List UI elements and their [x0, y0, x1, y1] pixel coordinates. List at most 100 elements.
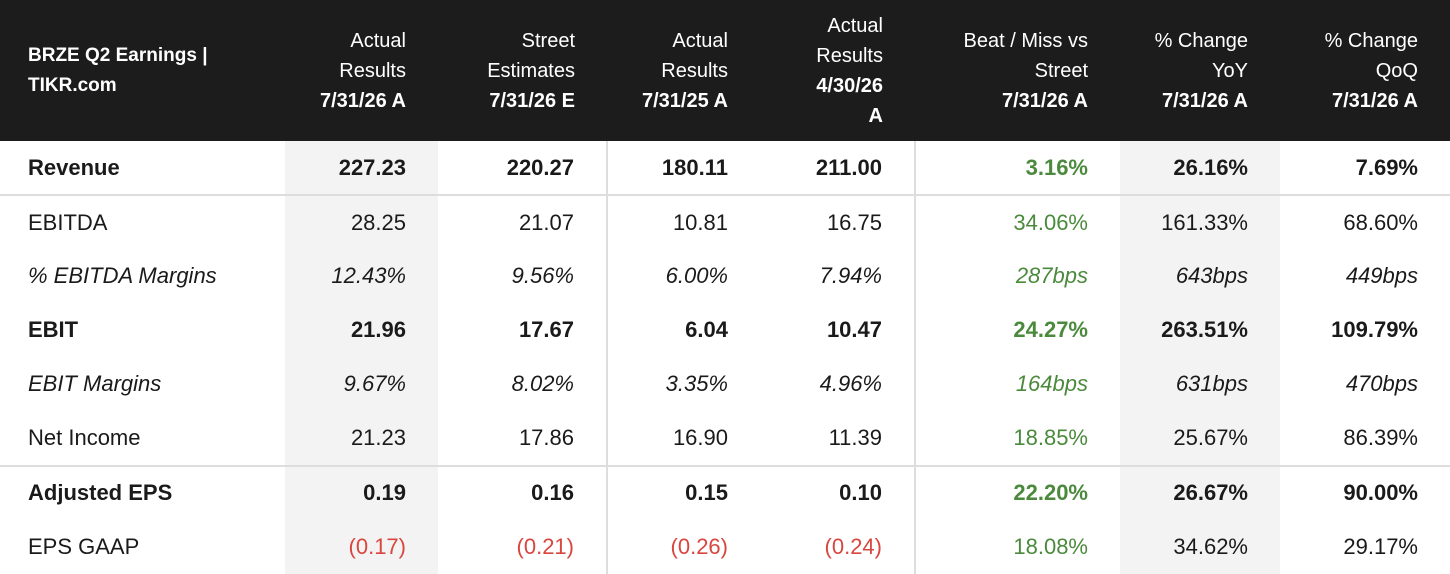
table-row: % EBITDA Margins 12.43% 9.56% 6.00% 7.94% 287… [0, 249, 1450, 304]
cell: 25.67% [1120, 411, 1280, 467]
cell: 9.67% [285, 357, 438, 412]
header-line: Estimates [487, 59, 575, 82]
cell: 90.00% [1343, 480, 1418, 506]
header-line: QoQ [1375, 59, 1418, 82]
table-body: Revenue 227.23 220.27 180.11 211.00 3.16% 26.1… [0, 141, 1450, 574]
cell: 449bps [1345, 263, 1418, 289]
row-label: EBIT [28, 317, 79, 343]
column-header: % Change YoY 7/31/26 A [1120, 0, 1280, 141]
cell: (0.21) [516, 533, 574, 559]
column-header: Actual Results 4/30/26 A [760, 0, 915, 141]
table-row: EPS GAAP (0.17) (0.21) (0.26) (0.24) 18.08% 34… [0, 519, 1450, 574]
row-label: EPS GAAP [28, 533, 140, 559]
cell: 109.79% [1331, 317, 1418, 343]
header-line: Street [1034, 59, 1088, 82]
cell: 68.60% [1343, 209, 1418, 235]
cell: 17.86 [438, 411, 607, 467]
column-header: Actual Results 7/31/26 A [285, 0, 438, 141]
table-row: EBITDA 28.25 21.07 10.81 16.75 34.06% 161.33% 6… [0, 195, 1450, 250]
header-line: 7/31/26 A [1332, 89, 1418, 112]
cell: 7.94% [819, 263, 882, 289]
header-line: A [868, 104, 883, 127]
cell: 7.69% [1280, 141, 1450, 197]
cell: 10.81 [606, 195, 760, 250]
cell: 6.04 [606, 303, 760, 358]
row-label: % EBITDA Margins [28, 263, 217, 289]
cell: 9.56% [511, 263, 574, 289]
cell: 21.96 [285, 303, 438, 358]
cell: 21.07 [518, 209, 574, 235]
cell: 26.16% [1120, 141, 1280, 197]
cell: 0.16 [531, 480, 574, 506]
row-label: Net Income [0, 411, 285, 467]
cell: 29.17% [1343, 533, 1418, 559]
header-line: 4/30/26 [816, 74, 883, 97]
header-line: Actual [827, 14, 883, 37]
cell: 4.96% [819, 371, 882, 397]
row-label: Revenue [0, 141, 285, 197]
cell: 0.10 [839, 480, 882, 506]
column-header: Actual Results 7/31/25 A [607, 0, 760, 141]
table-row: Adjusted EPS 0.19 0.16 0.15 0.10 22.20% 26.67%… [0, 465, 1450, 520]
table-row: EBIT Margins 9.67% 8.02% 3.35% 4.96% 164bps 63… [0, 357, 1450, 412]
cell: 26.67% [1120, 465, 1280, 520]
header-line: Results [661, 59, 728, 82]
header-line: YoY [1212, 59, 1248, 82]
cell: 18.85% [914, 411, 1120, 467]
cell: 227.23 [285, 141, 438, 197]
header-line: 7/31/26 A [1162, 89, 1248, 112]
cell: 0.15 [606, 465, 760, 520]
row-label: Adjusted EPS [28, 480, 173, 506]
title-line: BRZE Q2 Earnings | [28, 44, 208, 66]
cell: 11.39 [760, 411, 915, 467]
table-row: Net Income 21.23 17.86 16.90 11.39 18.85% 25.6… [0, 411, 1450, 467]
column-header: Beat / Miss vs Street 7/31/26 A [915, 0, 1120, 141]
cell: 643bps [1120, 249, 1280, 304]
header-line: Actual [350, 29, 406, 52]
cell: 161.33% [1120, 195, 1280, 250]
title-line: TIKR.com [28, 74, 117, 96]
cell: 21.23 [285, 411, 438, 467]
cell: 86.39% [1280, 411, 1450, 467]
cell: 12.43% [285, 249, 438, 304]
cell: 0.19 [285, 465, 438, 520]
cell: (0.24) [824, 533, 882, 559]
cell: 263.51% [1120, 303, 1280, 358]
cell: 24.27% [914, 303, 1120, 358]
cell: 22.20% [914, 465, 1120, 520]
header-line: Beat / Miss vs [963, 29, 1088, 52]
cell: 220.27 [438, 141, 607, 197]
cell: 34.06% [914, 195, 1120, 250]
cell: 10.47 [826, 317, 882, 343]
header-line: % Change [1154, 29, 1248, 52]
cell: 3.35% [606, 357, 760, 412]
cell: 17.67 [518, 317, 574, 343]
cell: (0.17) [285, 519, 438, 574]
header-title: BRZE Q2 Earnings | TIKR.com [0, 0, 285, 141]
table-row: Revenue 227.23 220.27 180.11 211.00 3.16% 26.1… [0, 141, 1450, 197]
cell: 470bps [1345, 371, 1418, 397]
header-line: 7/31/26 A [1002, 89, 1088, 112]
header-line: Actual [672, 29, 728, 52]
cell: 8.02% [511, 371, 574, 397]
row-label: EBITDA [28, 209, 108, 235]
cell: 34.62% [1120, 519, 1280, 574]
header-line: 7/31/26 A [320, 89, 406, 112]
cell: 287bps [914, 249, 1120, 304]
header-line: 7/31/25 A [642, 89, 728, 112]
cell: 16.75 [826, 209, 882, 235]
row-label: EBIT Margins [28, 371, 162, 397]
cell: 28.25 [285, 195, 438, 250]
header-line: Results [816, 44, 883, 67]
column-header: % Change QoQ 7/31/26 A [1280, 0, 1450, 141]
cell: 3.16% [914, 141, 1120, 197]
cell: 18.08% [914, 519, 1120, 574]
header-line: 7/31/26 E [489, 89, 575, 112]
cell: 211.00 [760, 141, 915, 197]
cell: 180.11 [606, 141, 760, 197]
cell: 6.00% [606, 249, 760, 304]
header-row: BRZE Q2 Earnings | TIKR.com Actual Results 7… [0, 0, 1450, 141]
header-line: Results [339, 59, 406, 82]
